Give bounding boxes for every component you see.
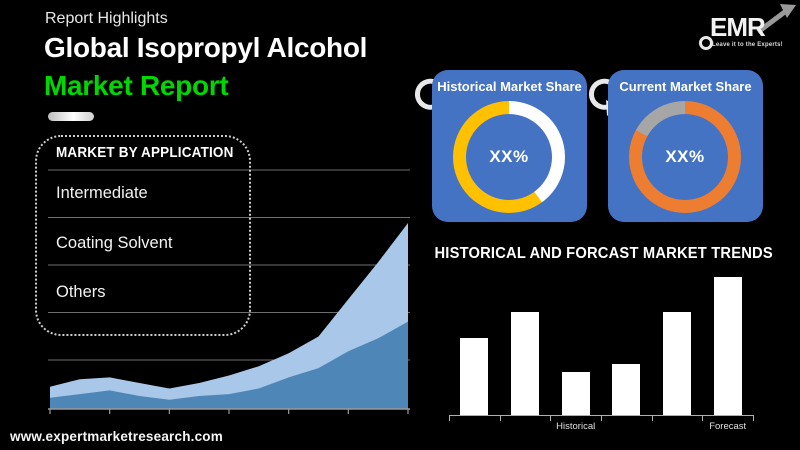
trend-bar xyxy=(713,277,742,415)
trend-bar xyxy=(612,363,641,415)
current-donut-chart: XX% xyxy=(629,101,741,213)
bar-axis-tick xyxy=(753,416,754,421)
emr-circle-icon xyxy=(699,36,713,50)
application-item-coating-solvent: Coating Solvent xyxy=(56,234,173,252)
bar-chart xyxy=(449,277,753,415)
application-item-intermediate: Intermediate xyxy=(56,184,148,202)
bar-axis-tick xyxy=(702,416,704,421)
emr-arrow-icon xyxy=(756,4,796,34)
bar-axis-tick xyxy=(499,416,501,421)
donut-hole: XX% xyxy=(466,114,552,200)
area-series-upper-area xyxy=(50,223,408,409)
bar-chart-x-axis: Historical Forecast xyxy=(449,415,754,432)
area-series-lower-area xyxy=(50,321,408,409)
bar-axis-tick xyxy=(601,416,602,421)
bar-axis-tick xyxy=(550,416,552,421)
page-title-line2: Market Report xyxy=(44,70,229,101)
bar-axis-tick xyxy=(449,416,450,421)
trends-chart-title: HISTORICAL AND FORCAST MARKET TRENDS xyxy=(434,245,773,262)
trend-bar xyxy=(662,311,691,415)
page-title-line1: Global Isopropyl Alcohol xyxy=(44,32,368,63)
donut-hole: XX% xyxy=(642,114,728,200)
title-underline-pill xyxy=(48,112,94,121)
bar-axis-tick xyxy=(651,416,653,421)
application-box xyxy=(35,135,251,336)
historical-market-share-card: Historical Market Share XX% xyxy=(432,70,587,222)
emr-tagline: Leave it to the Experts! xyxy=(712,42,783,48)
bar-axis-label-historical: Historical xyxy=(556,421,596,432)
footer-website-link[interactable]: www.expertmarketresearch.com xyxy=(10,429,223,444)
bar-axis-label-forecast: Forecast xyxy=(709,421,747,432)
historical-card-title: Historical Market Share xyxy=(437,79,582,94)
trend-bar xyxy=(460,337,489,415)
emr-logo-text: EMR xyxy=(710,12,766,42)
current-market-share-card: Current Market Share XX% xyxy=(608,70,763,222)
emr-logo: EMR Leave it to the Experts! xyxy=(696,4,798,54)
historical-donut-chart: XX% xyxy=(453,101,565,213)
report-eyebrow: Report Highlights xyxy=(45,10,168,27)
application-item-others: Others xyxy=(56,283,106,301)
current-share-value: XX% xyxy=(665,147,705,166)
historical-share-value: XX% xyxy=(489,147,529,166)
current-card-title: Current Market Share xyxy=(619,79,752,94)
application-box-title: MARKET BY APPLICATION xyxy=(56,144,234,161)
trend-bar xyxy=(561,372,590,415)
trend-bar xyxy=(510,311,539,415)
